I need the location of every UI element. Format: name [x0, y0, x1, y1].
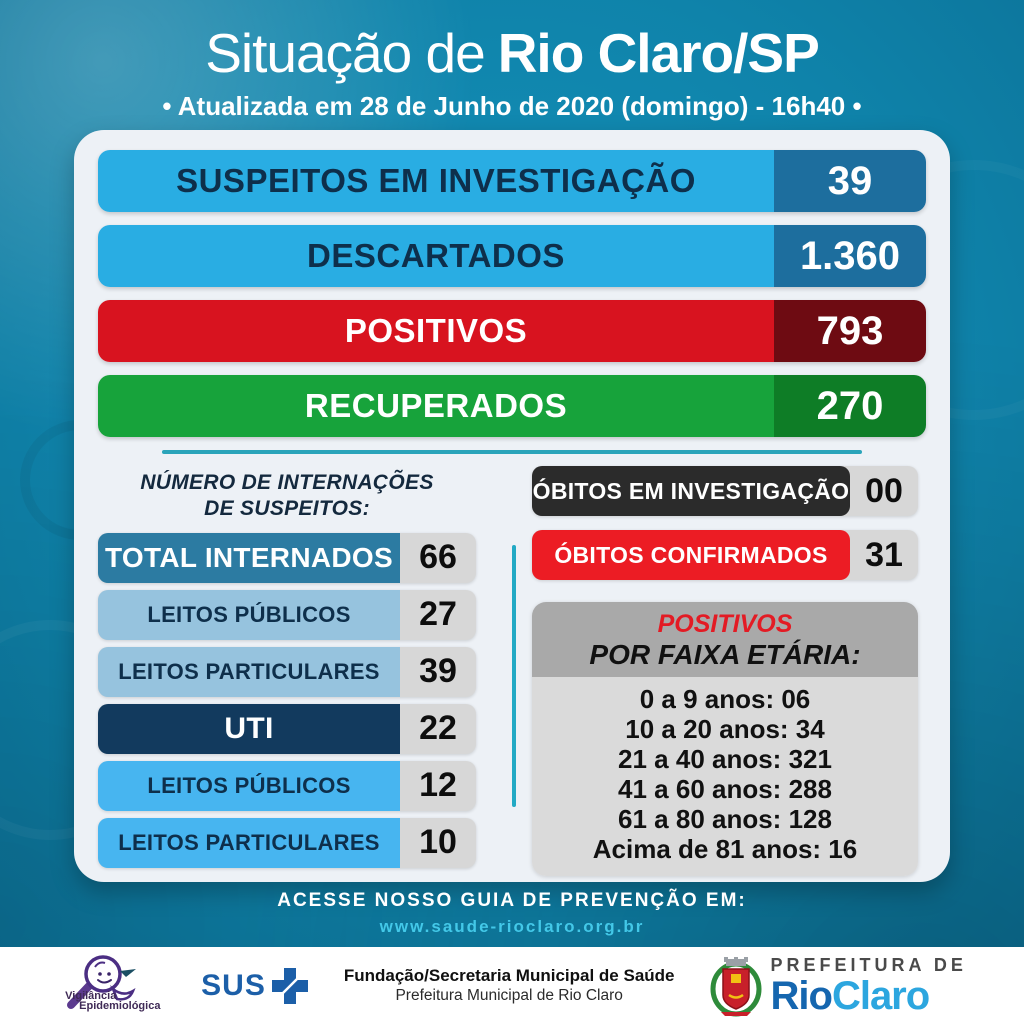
sus-label: SUS — [201, 968, 266, 1002]
hospitalizations-column: NÚMERO DE INTERNAÇÕES DE SUSPEITOS: TOTA… — [98, 466, 476, 876]
medical-cross-icon — [271, 967, 308, 1004]
update-timestamp: • Atualizada em 28 de Junho de 2020 (dom… — [162, 91, 862, 121]
prefeitura-de-label: PREFEITURA DE — [770, 954, 967, 975]
stat-bar-label: POSITIVOS — [98, 300, 774, 362]
age-groups-subtitle: POR FAIXA ETÁRIA: — [589, 638, 861, 670]
stat-bar-value: 39 — [774, 150, 926, 212]
stat-bar-positivos: POSITIVOS 793 — [98, 300, 926, 362]
page-title-city: Rio Claro/SP — [497, 22, 820, 85]
deaths-row-investigacao: ÓBITOS EM INVESTIGAÇÃO 00 — [532, 466, 918, 516]
prefeitura-wordmark: PREFEITURA DE RioClaro — [771, 956, 967, 1016]
hosp-row-uti-leitos-publicos: LEITOS PÚBLICOS 12 — [98, 760, 476, 811]
health-secretariat-text: Fundação/Secretaria Municipal de Saúde P… — [344, 965, 675, 1006]
horizontal-divider — [162, 450, 862, 454]
hosp-row-uti: UTI 22 — [98, 703, 476, 754]
prevention-strip: ACESSE NOSSO GUIA DE PREVENÇÃO EM: www.s… — [0, 890, 1024, 937]
column-gap — [476, 466, 532, 876]
stat-bar-value: 793 — [774, 300, 926, 362]
hosp-row-uti-leitos-particulares: LEITOS PARTICULARES 10 — [98, 817, 476, 868]
hosp-row-leitos-publicos: LEITOS PÚBLICOS 27 — [98, 589, 476, 640]
rio-word: Rio — [770, 973, 833, 1018]
deaths-row-value: 31 — [865, 535, 903, 574]
deaths-row-value: 00 — [865, 471, 903, 510]
hospitalizations-heading-line1: NÚMERO DE INTERNAÇÕES — [140, 471, 434, 494]
prefeitura-rio-claro-logo: PREFEITURA DE RioClaro — [709, 955, 967, 1017]
hosp-row-value: 10 — [419, 823, 457, 861]
deaths-column: ÓBITOS EM INVESTIGAÇÃO 00 ÓBITOS CONFIRM… — [532, 466, 918, 876]
stats-card: SUSPEITOS EM INVESTIGAÇÃO 39 DESCARTADOS… — [74, 130, 950, 882]
stat-bar-label: DESCARTADOS — [98, 225, 774, 287]
hosp-row-value: 39 — [419, 652, 457, 690]
hosp-row-label: LEITOS PÚBLICOS — [98, 589, 400, 640]
stat-bar-value: 270 — [774, 375, 926, 437]
magnifying-glass-face-icon — [67, 954, 137, 1009]
hosp-row-total-internados: TOTAL INTERNADOS 66 — [98, 532, 476, 583]
stat-bar-label: RECUPERADOS — [98, 375, 774, 437]
stat-bar-suspeitos: SUSPEITOS EM INVESTIGAÇÃO 39 — [98, 150, 926, 212]
hosp-row-label: LEITOS PARTICULARES — [98, 817, 400, 868]
hospitalizations-heading: NÚMERO DE INTERNAÇÕES DE SUSPEITOS: — [98, 470, 476, 523]
org-line1: Fundação/Secretaria Municipal de Saúde — [343, 966, 675, 986]
hosp-row-label: LEITOS PARTICULARES — [98, 646, 400, 697]
page-title: Situação de Rio Claro/SP — [205, 22, 820, 85]
deaths-row-confirmados: ÓBITOS CONFIRMADOS 31 — [532, 530, 918, 580]
vigilancia-label: Vigilância Epidemiológica — [65, 989, 161, 1012]
age-group-line: 0 a 9 anos: 06 — [639, 683, 811, 714]
deaths-row-label: ÓBITOS CONFIRMADOS — [532, 530, 850, 580]
prevention-label: ACESSE NOSSO GUIA DE PREVENÇÃO EM: — [277, 890, 747, 911]
age-group-line: 10 a 20 anos: 34 — [625, 713, 825, 744]
coat-of-arms-icon — [710, 956, 761, 1016]
age-groups-list: 0 a 9 anos: 06 10 a 20 anos: 34 21 a 40 … — [532, 676, 918, 876]
hosp-row-label: LEITOS PÚBLICOS — [98, 760, 400, 811]
org-line2: Prefeitura Municipal de Rio Claro — [395, 987, 623, 1005]
prevention-url-link[interactable]: www.saude-rioclaro.org.br — [379, 917, 645, 936]
hosp-row-value: 22 — [419, 709, 457, 747]
stat-bar-descartados: DESCARTADOS 1.360 — [98, 225, 926, 287]
age-groups-title: POSITIVOS — [657, 610, 793, 638]
detail-columns: NÚMERO DE INTERNAÇÕES DE SUSPEITOS: TOTA… — [98, 466, 926, 876]
stat-bar-recuperados: RECUPERADOS 270 — [98, 375, 926, 437]
claro-word: Claro — [831, 973, 930, 1018]
stat-bar-value: 1.360 — [774, 225, 926, 287]
sus-logo: SUS — [201, 966, 310, 1006]
age-group-line: Acima de 81 anos: 16 — [592, 833, 858, 864]
age-groups-box: POSITIVOS POR FAIXA ETÁRIA: 0 a 9 anos: … — [532, 602, 918, 876]
hosp-row-value: 12 — [419, 766, 457, 804]
stat-bar-label: SUSPEITOS EM INVESTIGAÇÃO — [98, 150, 774, 212]
deaths-row-label: ÓBITOS EM INVESTIGAÇÃO — [532, 466, 850, 516]
hospitalizations-heading-line2: DE SUSPEITOS: — [204, 497, 370, 521]
vigilancia-epidemiologica-logo: Vigilância Epidemiológica — [57, 953, 167, 1019]
rio-claro-wordmark: RioClaro — [771, 976, 967, 1016]
vertical-divider — [512, 545, 516, 807]
hosp-row-label: TOTAL INTERNADOS — [98, 532, 400, 583]
hosp-row-leitos-particulares: LEITOS PARTICULARES 39 — [98, 646, 476, 697]
hosp-row-label: UTI — [98, 703, 400, 754]
header: Situação de Rio Claro/SP • Atualizada em … — [0, 0, 1024, 130]
age-groups-header: POSITIVOS POR FAIXA ETÁRIA: — [532, 602, 918, 677]
age-group-line: 21 a 40 anos: 321 — [618, 743, 832, 774]
hosp-row-value: 27 — [419, 595, 457, 633]
footer-logo-bar: Vigilância Epidemiológica SUS Fundação/S… — [0, 947, 1024, 1024]
page-title-regular: Situação de — [205, 22, 485, 85]
age-group-line: 41 a 60 anos: 288 — [618, 773, 832, 804]
age-group-line: 61 a 80 anos: 128 — [618, 803, 832, 834]
hosp-row-value: 66 — [419, 538, 457, 576]
